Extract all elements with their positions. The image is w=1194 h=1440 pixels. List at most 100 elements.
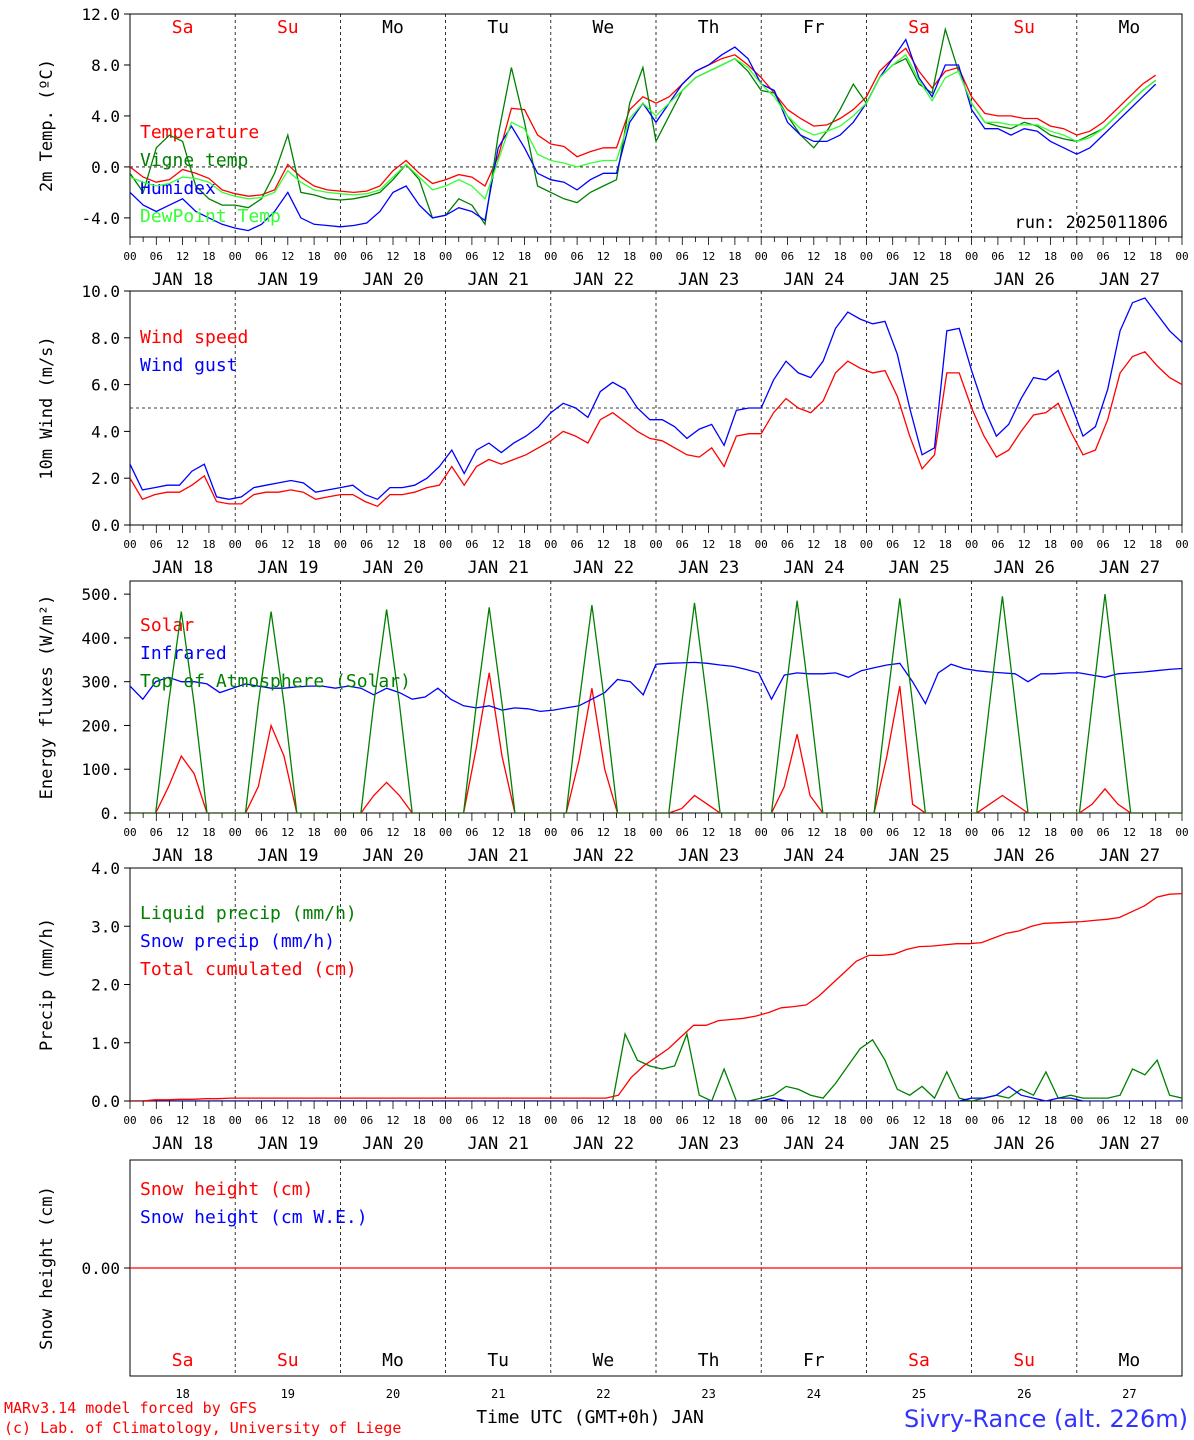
hour-label: 00 [649, 250, 662, 263]
legend-entry: Humidex [140, 178, 216, 199]
footer: MARv3.14 model forced by GFS (c) Lab. of … [4, 1399, 1188, 1437]
hour-label: 00 [860, 538, 873, 551]
hour-label: 00 [1175, 538, 1188, 551]
hour-label: 06 [255, 250, 268, 263]
hour-label: 06 [360, 538, 373, 551]
hour-label: 00 [755, 538, 768, 551]
hour-label: 12 [912, 1114, 925, 1127]
weekday-label: Fr [803, 17, 825, 38]
hour-label: 00 [544, 826, 557, 839]
hour-label: 06 [465, 250, 478, 263]
y-tick-label: 2.0 [91, 469, 120, 488]
hour-label: 18 [518, 1114, 531, 1127]
hour-label: 00 [965, 250, 978, 263]
y-tick-label: 4.0 [91, 107, 120, 126]
hour-label: 00 [1070, 250, 1083, 263]
date-label: JAN 25 [888, 270, 949, 290]
hour-label: 06 [1096, 250, 1109, 263]
hour-label: 12 [176, 826, 189, 839]
hour-label: 06 [886, 1114, 899, 1127]
date-label: JAN 24 [783, 558, 844, 578]
hour-label: 18 [833, 250, 846, 263]
legend-entry: DewPoint Temp [140, 206, 281, 227]
hour-label: 12 [807, 538, 820, 551]
hour-label: 06 [570, 826, 583, 839]
series-line-1 [130, 1031, 1182, 1101]
hour-label: 00 [334, 538, 347, 551]
hour-label: 18 [939, 538, 952, 551]
hour-label: 06 [360, 1114, 373, 1127]
run-annotation: run: 2025011806 [1014, 213, 1168, 233]
date-label: JAN 19 [257, 846, 318, 866]
hour-label: 00 [544, 1114, 557, 1127]
day-number-label: 26 [1017, 1387, 1031, 1401]
hour-label: 18 [518, 538, 531, 551]
hour-label: 06 [781, 250, 794, 263]
hour-label: 12 [912, 538, 925, 551]
hour-label: 00 [544, 538, 557, 551]
hour-label: 00 [1070, 826, 1083, 839]
panel-1: 12.0 8.0 4.0 0.0 -4.0 2m Temp. (ºC) 00 06 12 18 00… [37, 5, 1189, 290]
hour-label: 12 [386, 826, 399, 839]
hour-label: 18 [939, 826, 952, 839]
date-label: JAN 20 [362, 270, 423, 290]
y-tick-label: 100. [81, 760, 120, 779]
y-tick-label: 0.00 [81, 1259, 120, 1278]
date-label: JAN 23 [678, 846, 739, 866]
hour-label: 18 [1149, 1114, 1162, 1127]
hour-label: 12 [492, 538, 505, 551]
series-line-2 [130, 661, 1182, 713]
hour-label: 18 [728, 826, 741, 839]
hour-label: 00 [860, 250, 873, 263]
hour-label: 12 [281, 826, 294, 839]
hour-label: 00 [965, 826, 978, 839]
hour-label: 00 [439, 1114, 452, 1127]
date-label: JAN 21 [467, 558, 528, 578]
hour-label: 12 [912, 250, 925, 263]
hour-label: 00 [334, 1114, 347, 1127]
hour-label: 00 [229, 538, 242, 551]
hour-label: 00 [1070, 538, 1083, 551]
date-label: JAN 19 [257, 558, 318, 578]
hour-label: 00 [755, 250, 768, 263]
hour-label: 06 [570, 1114, 583, 1127]
weekday-label: Mo [1119, 1350, 1141, 1371]
hour-label: 06 [465, 826, 478, 839]
day-number-label: 21 [491, 1387, 505, 1401]
weekday-label: Sa [172, 1350, 194, 1371]
hour-label: 18 [1044, 826, 1057, 839]
panel-2: 10.0 8.0 6.0 4.0 2.0 0.0 10m Wind (m/s) 00 06 12 1… [37, 282, 1189, 578]
hour-label: 12 [176, 1114, 189, 1127]
date-label: JAN 21 [467, 270, 528, 290]
hour-label: 06 [255, 826, 268, 839]
hour-label: 18 [623, 538, 636, 551]
hour-label: 12 [807, 826, 820, 839]
hour-label: 00 [439, 538, 452, 551]
hour-label: 18 [202, 826, 215, 839]
hour-label: 06 [570, 538, 583, 551]
y-tick-label: 0.0 [91, 158, 120, 177]
date-label: JAN 22 [573, 846, 634, 866]
series-line-1 [130, 47, 1157, 197]
legend-entry: Wind gust [140, 355, 238, 376]
date-label: JAN 18 [152, 1134, 213, 1154]
hour-label: 12 [912, 826, 925, 839]
y-axis-label: 10m Wind (m/s) [37, 336, 57, 479]
hour-label: 18 [413, 1114, 426, 1127]
hour-label: 12 [1018, 250, 1031, 263]
legend-entry: Snow precip (mm/h) [140, 931, 335, 952]
hour-label: 12 [1123, 250, 1136, 263]
series-line-3 [130, 892, 1182, 1101]
y-tick-label: 8.0 [91, 329, 120, 348]
hour-label: 06 [150, 538, 163, 551]
legend-entry: Total cumulated (cm) [140, 959, 357, 980]
hour-label: 18 [1044, 1114, 1057, 1127]
weekday-label: Mo [382, 1350, 404, 1371]
y-tick-label: 0. [101, 804, 120, 823]
weekday-label: We [593, 1350, 615, 1371]
weekday-label: Mo [382, 17, 404, 38]
day-number-label: 20 [386, 1387, 400, 1401]
hour-label: 00 [649, 538, 662, 551]
date-label: JAN 24 [783, 270, 844, 290]
hour-label: 00 [334, 826, 347, 839]
